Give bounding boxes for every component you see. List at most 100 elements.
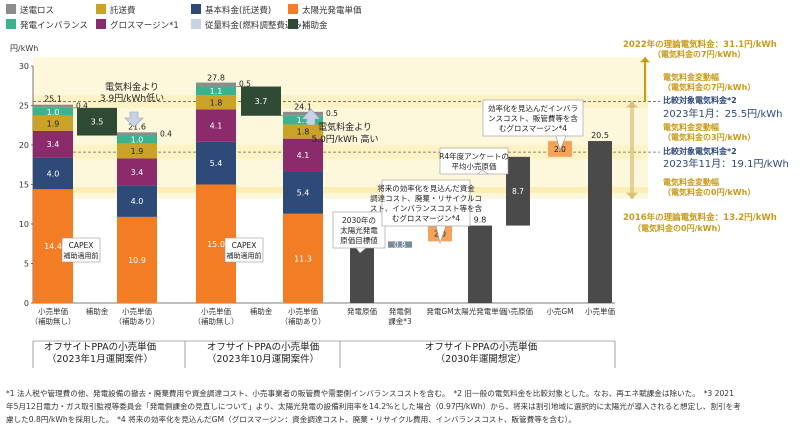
annotation-box	[224, 237, 264, 263]
bar-segment	[196, 95, 236, 110]
legend-swatch	[96, 19, 106, 29]
legend-label: 補助金	[302, 20, 328, 31]
legend-label: 送電ロス	[20, 5, 54, 16]
callout-box	[332, 211, 386, 249]
footnote: *1 法人税や管理費の他、発電設備の撤去・廃棄費用や資金調達コスト、小売事業者の…	[6, 388, 734, 398]
bar-value-label: 20.5	[591, 131, 609, 140]
y-tick-label: 25	[19, 102, 29, 111]
callout-pointer	[355, 247, 367, 254]
x-tick-label: 補助金	[250, 306, 273, 316]
x-tick-label: 小売単価	[201, 306, 231, 316]
reference-label: 2023年1月：25.5円/kWh	[663, 107, 782, 120]
annotation-box	[61, 237, 101, 263]
range-arrow-head	[626, 192, 638, 199]
annotation-text: スト、インバランスコスト等を含	[370, 203, 483, 213]
annotation-text: 調達コスト、廃棄・リサイクルコ	[370, 193, 482, 203]
group-label: （2023年1月運開案件）	[47, 353, 153, 365]
bar-segment	[283, 171, 323, 214]
group-label: オフサイトPPAの小売単価	[207, 341, 320, 353]
bar-value-label: 1.9	[131, 147, 144, 156]
bar-segment	[117, 143, 157, 159]
range-note: （電気料金の0円/kWh）	[663, 187, 755, 197]
bar-value-label: 0.4	[76, 102, 88, 111]
x-tick-label: 小売単価	[585, 306, 615, 316]
bar-value-label: 4.1	[297, 151, 310, 160]
group-label: オフサイトPPAの小売単価	[425, 341, 538, 353]
band-sub-label: （電気料金の0円/kWh）	[633, 223, 725, 233]
annotation-text: 効率化を見込んだインバラ	[488, 103, 578, 113]
waterfall-bar	[468, 225, 492, 303]
bar-segment	[33, 107, 73, 116]
bar-segment	[33, 157, 73, 190]
bar-segment	[283, 115, 323, 125]
bar-segment	[196, 141, 236, 185]
bar-value-label: 1.8	[297, 128, 310, 137]
y-tick-label: 15	[19, 181, 29, 190]
x-tick-label: 小売単価	[288, 306, 318, 316]
bar-total-label: 27.8	[207, 73, 225, 82]
annotation-text: 補助適用前	[64, 251, 99, 260]
x-tick-label: 小売単価	[38, 306, 68, 316]
x-tick-label: 太陽光発電単価	[454, 306, 507, 316]
x-tick-label: 発電GM	[426, 307, 453, 316]
bar-segment	[283, 124, 323, 139]
bar-value-label: 3.5	[91, 118, 104, 127]
bar-value-label: 1.1	[210, 87, 223, 96]
legend-label: 太陽光発電単価	[302, 5, 362, 16]
annotation-text: CAPEX	[232, 241, 257, 250]
range-note: 電気料金変動幅	[663, 122, 719, 132]
legend-label: 従量料金(燃料調整費込み)	[205, 20, 305, 31]
callout-box	[381, 179, 471, 227]
legend-label: 発電インバランス	[20, 21, 88, 31]
bar-value-label: 3.4	[131, 168, 144, 177]
callout-pointer	[477, 169, 489, 175]
y-tick-label: 30	[19, 62, 29, 71]
annotation-text: 太陽光発電	[340, 225, 378, 235]
callout-box	[482, 99, 584, 137]
waterfall-bar	[388, 241, 412, 248]
footnote: 慮した0.8円/kWhを採用した。 *4 将来の効率化を見込んだGM（グロスマー…	[6, 414, 576, 424]
range-note: （電気料金の3円/kWh）	[663, 132, 755, 142]
bar-segment	[196, 86, 236, 96]
band-label: 2022年の理論電気料金：31.1円/kWh	[623, 39, 777, 50]
up-arrow	[301, 108, 321, 126]
legend-swatch	[288, 4, 298, 14]
footnote: 年5月12日電力・ガス取引監視等委員会「発電側課金の見直しについて」より、太陽光…	[6, 401, 741, 411]
bar-value-label: 4.0	[47, 169, 60, 178]
range-arrow-head	[626, 101, 638, 108]
group-label: オフサイトPPAの小売単価	[44, 341, 157, 353]
bar-value-label: 5.4	[297, 188, 310, 197]
legend-swatch	[191, 4, 201, 14]
bar-value-label: 15.0	[207, 240, 225, 249]
bar-value-label: 3.7	[255, 97, 268, 106]
legend-swatch	[96, 4, 106, 14]
bar-value-label: 1.8	[210, 98, 223, 107]
reference-label: 2023年11月：19.1円/kWh	[663, 157, 789, 170]
bar-total-label: 21.6	[128, 122, 146, 131]
bar-value-label: 9.8	[474, 216, 487, 225]
bar-segment	[283, 138, 323, 172]
bar-segment	[117, 132, 157, 136]
bar-segment	[196, 109, 236, 142]
x-tick-label: （補助あり）	[115, 316, 160, 326]
bar-segment	[117, 135, 157, 144]
x-tick-label: 発電側	[389, 306, 412, 316]
annotation-text: 2030年の	[342, 215, 376, 225]
x-tick-label: （補助無し）	[194, 316, 239, 326]
annotation-text: 3.9円/kWh低い	[100, 92, 164, 104]
bar-value-label: 11.3	[294, 254, 312, 263]
range-note: （電気料金の7円/kWh）	[663, 82, 755, 92]
range-note: 電気料金変動幅	[663, 72, 719, 82]
x-tick-label: 小売単価	[122, 306, 152, 316]
legend-swatch	[191, 19, 201, 29]
bar-segment	[117, 185, 157, 217]
y-tick-label: 5	[24, 260, 29, 269]
x-tick-label: 発電原価	[347, 306, 377, 316]
bar-value-label: 1.0	[131, 135, 144, 144]
legend-label: 託送費	[110, 5, 136, 16]
legend-swatch	[6, 4, 16, 14]
y-tick-label: 0	[24, 299, 29, 308]
bar-segment	[196, 82, 236, 87]
annotation-text: CAPEX	[69, 241, 94, 250]
y-unit-label: 円/kWh	[10, 44, 38, 53]
